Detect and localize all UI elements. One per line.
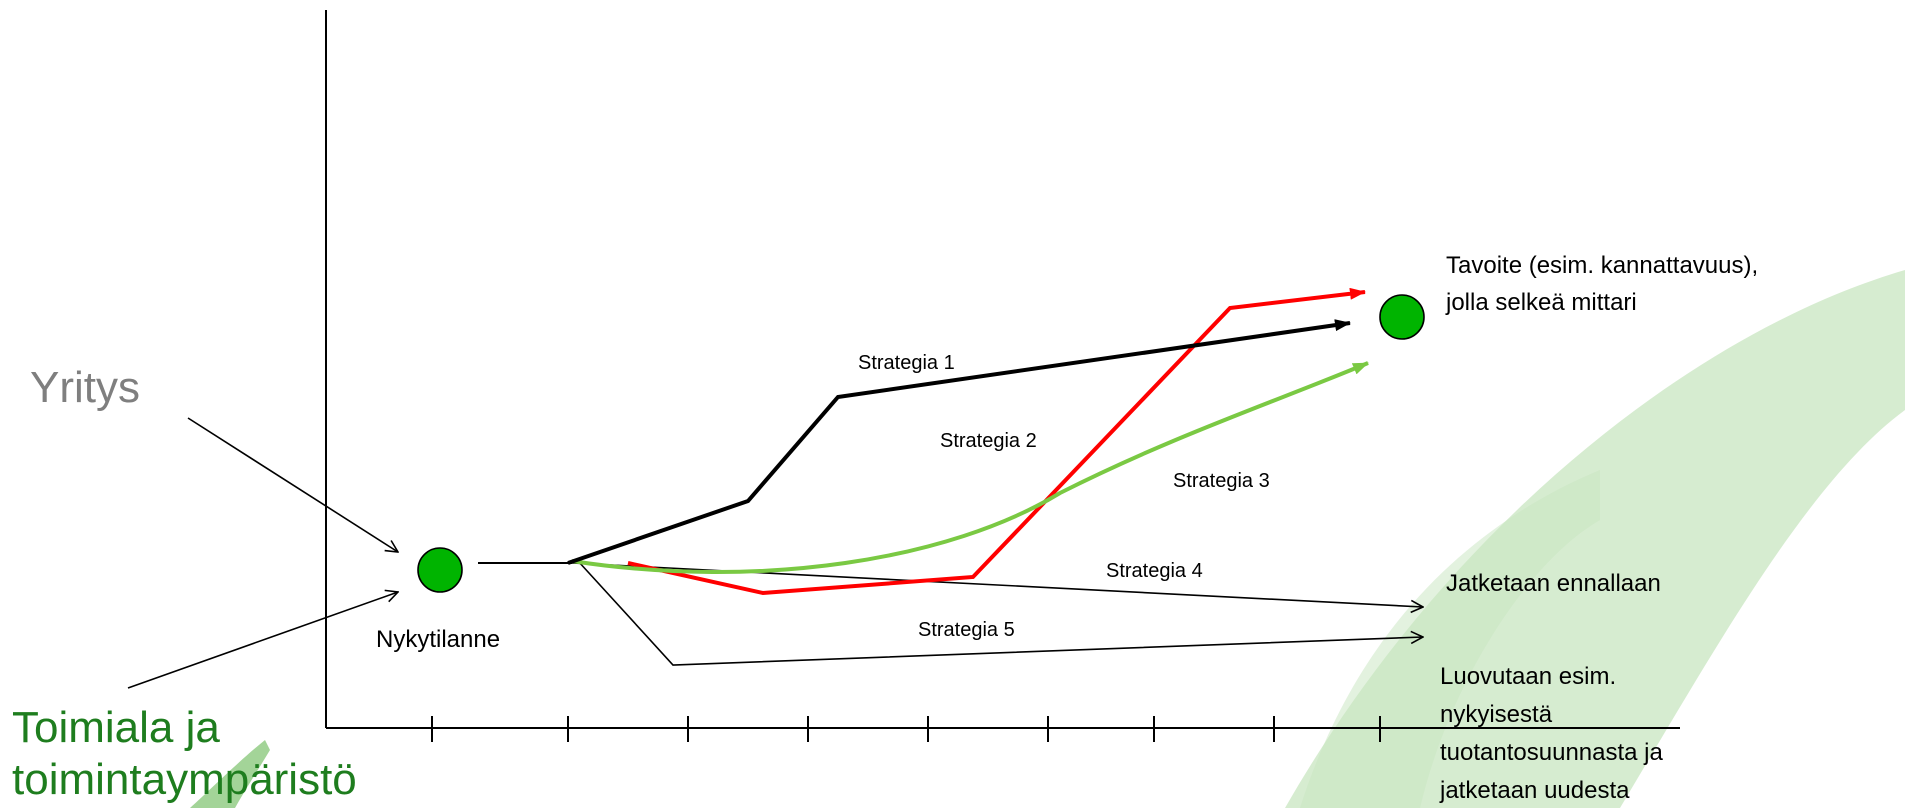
current-state-node bbox=[417, 547, 463, 593]
strategy-5-label: Strategia 5 bbox=[918, 619, 1015, 641]
toimiala-label-line2: toimintaympäristö bbox=[12, 755, 357, 804]
strategy-4-label: Strategia 4 bbox=[1106, 560, 1203, 582]
toimiala-label-line1: Toimiala ja bbox=[12, 703, 220, 752]
strategy-3-path bbox=[571, 361, 1369, 575]
target-label-line2: jolla selkeä mittari bbox=[1446, 289, 1637, 316]
toimiala-pointer-arrow bbox=[127, 592, 398, 689]
background-swoosh-small bbox=[1300, 470, 1600, 808]
strategy-3-label: Strategia 3 bbox=[1173, 470, 1270, 492]
strategy-1-path bbox=[567, 319, 1351, 565]
abandon-label-line4: jatketaan uudesta bbox=[1440, 777, 1630, 804]
abandon-label-line3: tuotantosuunnasta ja bbox=[1440, 739, 1663, 766]
current-state-label: Nykytilanne bbox=[376, 626, 501, 653]
abandon-label-line2: nykyisestä bbox=[1440, 701, 1553, 728]
strategy-5-path bbox=[577, 560, 1423, 666]
target-node bbox=[1379, 294, 1425, 340]
strategy-4-path bbox=[571, 562, 1423, 607]
yritys-pointer-arrow bbox=[187, 417, 398, 552]
x-axis-ticks bbox=[431, 716, 1381, 742]
strategy-2-path bbox=[627, 287, 1366, 596]
target-label-line1: Tavoite (esim. kannattavuus), bbox=[1446, 252, 1759, 279]
strategy-1-label: Strategia 1 bbox=[858, 352, 955, 374]
strategy-2-label: Strategia 2 bbox=[940, 430, 1037, 452]
continue-label: Jatketaan ennallaan bbox=[1446, 570, 1661, 597]
yritys-label: Yritys bbox=[30, 363, 140, 412]
background-swoosh-bottom-left bbox=[190, 740, 270, 808]
abandon-label-line1: Luovutaan esim. bbox=[1440, 663, 1617, 690]
